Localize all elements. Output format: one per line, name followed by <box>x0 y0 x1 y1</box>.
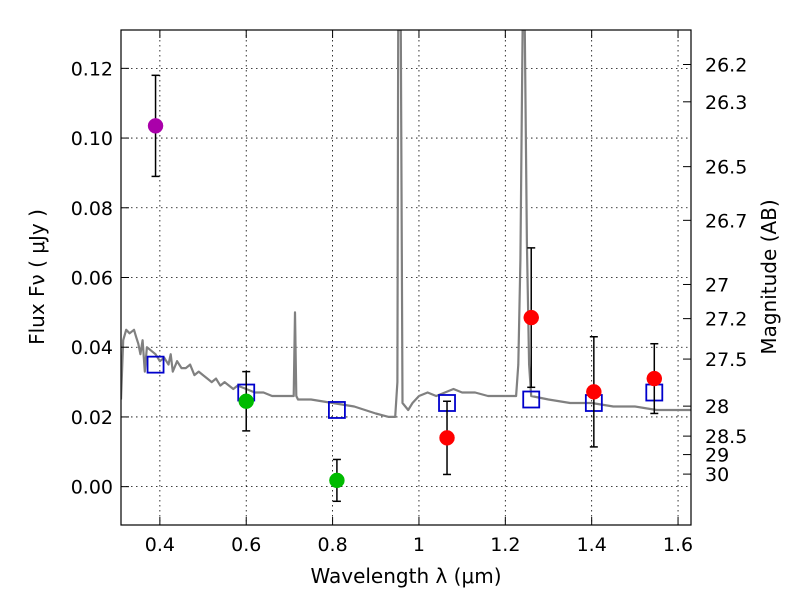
x-tick-label: 0.6 <box>231 534 261 556</box>
magnitude-tick-label: 28 <box>705 396 729 418</box>
model-band-square <box>146 355 165 374</box>
observed-flux-point <box>523 309 539 326</box>
magnitude-tick-label: 29 <box>705 445 729 467</box>
x-tick-label: 1 <box>413 534 425 556</box>
magnitude-tick-label: 27.2 <box>705 309 747 331</box>
y-axis-label: Flux Fν ( μJy ) <box>25 209 49 345</box>
y-tick-label: 0.00 <box>71 477 113 499</box>
y-tick-label: 0.10 <box>71 128 113 150</box>
observed-flux-point <box>238 393 254 409</box>
observed-flux-point <box>439 430 455 446</box>
x-tick-label: 1.4 <box>577 534 607 556</box>
axis-ticks: 0.4 0.6 0.8 1 1.2 1.4 1.6 0.00 0.02 0.04 0.06 0.08 0… <box>71 30 747 556</box>
magnitude-tick-label: 26.2 <box>705 55 747 77</box>
grid-lines <box>121 30 691 525</box>
x-tick-label: 0.8 <box>317 534 347 556</box>
magnitude-tick-label: 28.5 <box>705 426 747 448</box>
y-tick-label: 0.04 <box>71 337 113 359</box>
x-tick-label: 1.6 <box>663 534 693 556</box>
magnitude-axis-label: Magnitude (AB) <box>757 199 781 354</box>
model-spectrum-line <box>121 30 691 418</box>
x-tick-label: 1.2 <box>490 534 520 556</box>
magnitude-tick-label: 30 <box>705 464 729 486</box>
model-band-square <box>328 401 346 419</box>
observed-flux-point <box>147 118 164 134</box>
observed-flux-point <box>586 384 602 400</box>
magnitude-tick-label: 27.5 <box>705 349 747 371</box>
x-tick-label: 0.4 <box>145 534 175 556</box>
y-tick-label: 0.06 <box>71 268 113 290</box>
y-tick-label: 0.02 <box>71 407 113 429</box>
y-tick-label: 0.12 <box>71 58 113 80</box>
magnitude-tick-label: 26.3 <box>705 92 747 114</box>
magnitude-tick-label: 27 <box>705 274 729 296</box>
observed-flux-point <box>329 472 345 489</box>
x-axis-label: Wavelength λ (μm) <box>310 564 501 588</box>
observed-flux-point <box>646 370 663 387</box>
y-tick-label: 0.08 <box>71 198 113 220</box>
magnitude-tick-label: 26.7 <box>705 210 747 232</box>
model-band-square <box>522 390 541 409</box>
magnitude-tick-label: 26.5 <box>705 157 747 179</box>
data-series <box>121 30 691 503</box>
